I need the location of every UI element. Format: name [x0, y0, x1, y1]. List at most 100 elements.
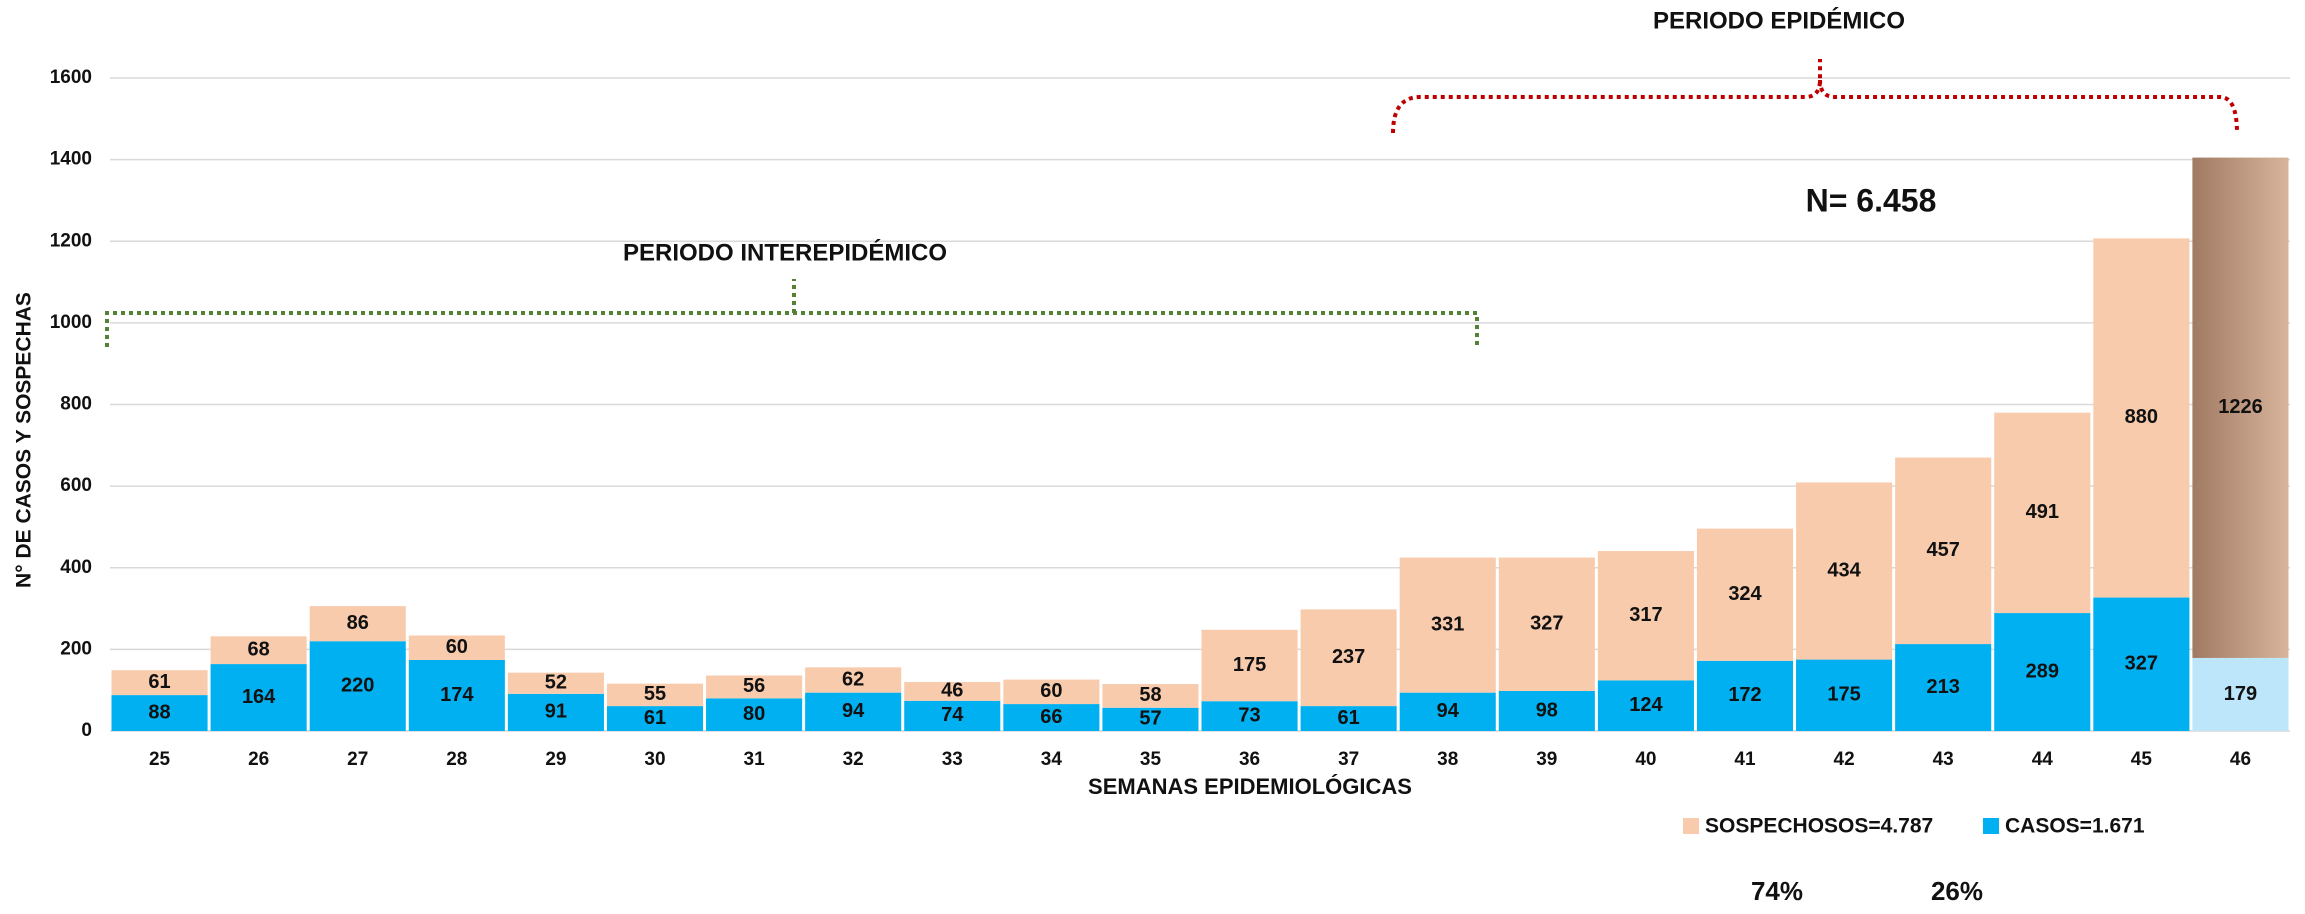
data-label: 327 [2125, 653, 2158, 675]
y-tick-label: 1000 [50, 312, 92, 333]
data-label: 174 [440, 684, 474, 706]
bracket [1391, 59, 2239, 134]
x-tick-label: 42 [1834, 749, 1855, 770]
bar-segment [309, 606, 406, 642]
data-label: 237 [1332, 646, 1365, 668]
data-label: 61 [644, 707, 666, 729]
legend-swatch [1983, 818, 1999, 834]
data-label: 94 [1437, 700, 1460, 722]
x-tick-label: 40 [1635, 749, 1656, 770]
data-label: 1226 [2218, 396, 2263, 418]
data-label: 98 [1536, 699, 1558, 721]
x-tick-label: 27 [347, 749, 368, 770]
x-tick-label: 29 [545, 749, 566, 770]
x-tick-label: 32 [843, 749, 864, 770]
x-tick-label: 25 [149, 749, 171, 770]
x-tick-label: 41 [1734, 749, 1756, 770]
data-label: 61 [148, 671, 170, 693]
bar-segment [1201, 629, 1298, 702]
data-label: 80 [743, 703, 765, 725]
x-tick-label: 26 [248, 749, 269, 770]
data-label: 56 [743, 675, 765, 697]
bar-segment [904, 682, 1001, 701]
data-label: 124 [1629, 694, 1663, 716]
bar-segment [706, 698, 803, 731]
bar-segment [805, 692, 902, 731]
bar-segment [1399, 557, 1496, 693]
x-tick-label: 39 [1536, 749, 1557, 770]
data-label: 94 [842, 700, 865, 722]
data-label: 73 [1238, 704, 1260, 726]
bar-segment [805, 667, 902, 693]
bar-segment [1994, 613, 2091, 731]
bar-segment [1300, 706, 1397, 731]
bar-segment [309, 641, 406, 731]
x-tick-label: 36 [1239, 749, 1260, 770]
annotation: PERIODO EPIDÉMICO [1653, 6, 1905, 34]
data-label: 52 [545, 672, 567, 694]
y-tick-label: 400 [60, 557, 92, 578]
data-label: 491 [2026, 501, 2059, 523]
bar-segment [1696, 660, 1794, 731]
data-label: 62 [842, 668, 864, 690]
data-label: 86 [347, 612, 369, 634]
data-label: 91 [545, 701, 567, 723]
y-tick-label: 800 [60, 394, 92, 415]
bar-segment [210, 664, 307, 731]
x-tick-label: 30 [644, 749, 665, 770]
bar-segment [1597, 680, 1694, 731]
data-label: 457 [1926, 539, 1959, 561]
bar-segment [408, 635, 505, 660]
x-tick-label: 38 [1437, 749, 1458, 770]
data-label: 46 [941, 680, 963, 702]
y-tick-label: 1400 [50, 149, 92, 170]
bar-segment [1399, 692, 1496, 731]
bar-segment [706, 675, 803, 699]
data-label: 327 [1530, 613, 1563, 635]
data-label: 60 [446, 636, 468, 658]
bar-segment [1003, 704, 1100, 731]
y-tick-label: 1600 [50, 67, 92, 88]
data-label: 58 [1139, 684, 1161, 706]
annotation: N= 6.458 [1806, 182, 1937, 218]
bar-segment [1498, 557, 1595, 692]
x-tick-label: 46 [2230, 749, 2251, 770]
data-label: 324 [1728, 583, 1762, 605]
x-tick-label: 31 [744, 749, 766, 770]
bar-segment [904, 700, 1001, 731]
bar-segment [1300, 609, 1397, 707]
bar-segment [210, 636, 307, 665]
x-tick-label: 35 [1140, 749, 1162, 770]
bar-segment [1498, 691, 1595, 731]
data-label: 172 [1728, 684, 1761, 706]
bar-segment [1696, 528, 1794, 661]
x-tick-label: 34 [1041, 749, 1063, 770]
bar-segment [2192, 657, 2289, 731]
bar-segment [408, 659, 505, 731]
data-label: 220 [341, 674, 374, 696]
share-label: 74% [1751, 876, 1803, 906]
data-label: 213 [1926, 676, 1959, 698]
data-label: 74 [941, 704, 964, 726]
bar-segment [507, 672, 604, 694]
data-label: 164 [242, 686, 276, 708]
bar-segment [2093, 597, 2190, 731]
bar-segment [1003, 679, 1100, 705]
bar-segment [1102, 707, 1199, 731]
share-label: 26% [1931, 876, 1983, 906]
data-label: 175 [1827, 684, 1860, 706]
bar-segment [2093, 238, 2190, 598]
data-label: 60 [1040, 680, 1062, 702]
data-label: 179 [2224, 683, 2257, 705]
bar-segment [2192, 157, 2289, 658]
x-tick-label: 43 [1933, 749, 1954, 770]
bar-segment [1102, 684, 1199, 708]
data-label: 61 [1338, 707, 1360, 729]
data-label: 289 [2026, 660, 2059, 682]
y-tick-label: 0 [81, 720, 92, 741]
legend-swatch [1683, 818, 1699, 834]
x-tick-label: 28 [446, 749, 467, 770]
x-tick-label: 37 [1338, 749, 1359, 770]
y-axis-title: N° DE CASOS Y SOSPECHAS [13, 292, 36, 588]
